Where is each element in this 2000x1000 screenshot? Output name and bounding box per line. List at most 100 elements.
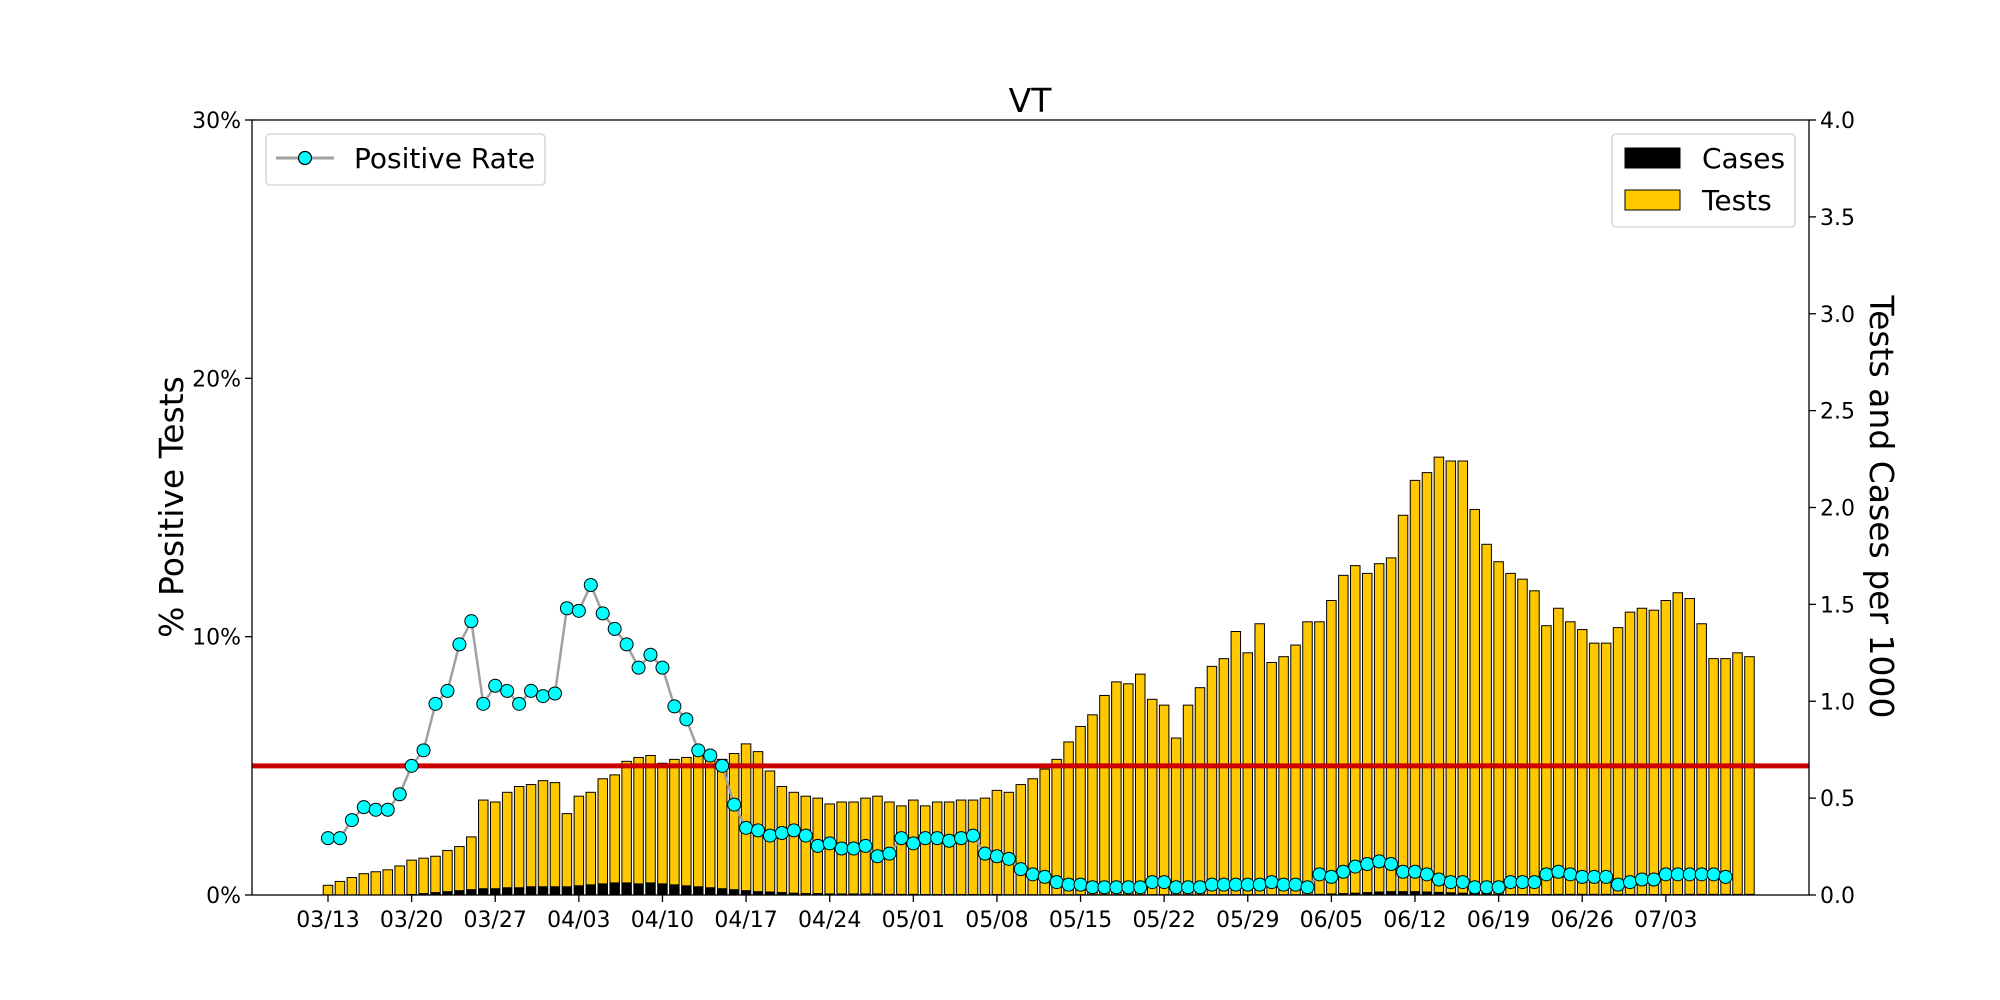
tests-bar: [1350, 565, 1361, 896]
positive-rate-point: [1348, 859, 1363, 874]
tests-bar: [872, 795, 883, 896]
line-layer: [321, 578, 1733, 895]
positive-rate-point: [1718, 869, 1733, 884]
right-tick-label: 3.0: [1820, 303, 1855, 328]
x-tick-label: 05/15: [1049, 908, 1112, 933]
positive-rate-point: [1300, 880, 1315, 895]
positive-rate-point: [1276, 877, 1291, 892]
x-tick-label: 04/24: [798, 908, 861, 933]
cases-bar: [478, 888, 489, 895]
positive-rate-point: [1419, 867, 1434, 882]
tests-bar: [1469, 508, 1480, 896]
right-tick-label: 0.0: [1820, 884, 1855, 909]
positive-rate-point: [954, 831, 969, 846]
positive-rate-point: [321, 831, 335, 846]
tests-bar: [1421, 472, 1433, 896]
tests-bar: [1445, 460, 1457, 896]
cases-bar: [633, 883, 644, 896]
positive-rate-point: [989, 849, 1004, 864]
positive-rate-point: [1025, 867, 1040, 882]
positive-rate-point: [404, 758, 419, 773]
legend-label-tests: Tests: [1701, 184, 1772, 217]
positive-rate-point: [1360, 857, 1375, 871]
tests-bar: [776, 786, 788, 896]
cases-bar: [872, 893, 883, 895]
tests-bar: [442, 849, 453, 896]
positive-rate-point: [1623, 875, 1638, 890]
tests-bar: [1003, 791, 1015, 896]
tests-bar: [573, 795, 585, 896]
legend-left: Positive Rate: [265, 133, 546, 186]
tests-bar: [1636, 607, 1648, 896]
x-tick-label: 07/03: [1634, 908, 1697, 933]
tests-bar: [322, 884, 334, 896]
tests-bar: [585, 791, 597, 896]
tests-bar: [1696, 623, 1707, 896]
cases-bar: [705, 887, 715, 895]
cases-bar: [765, 891, 775, 895]
tests-bar: [549, 782, 561, 896]
tests-bar: [1075, 725, 1086, 896]
tests-bar: [669, 758, 680, 896]
tests-bar: [1146, 698, 1158, 896]
positive-rate-point: [822, 836, 837, 851]
positive-rate-point: [1001, 851, 1016, 866]
tests-bar: [454, 846, 465, 896]
cases-bar: [597, 883, 608, 896]
tests-bar: [1194, 687, 1206, 896]
positive-rate-point: [1563, 867, 1578, 882]
cases-bar: [693, 886, 704, 895]
positive-rate-point: [1264, 875, 1279, 890]
positive-rate-point: [966, 828, 981, 843]
x-tick-label: 04/17: [714, 908, 777, 933]
tests-bar: [489, 801, 501, 896]
cases-bar: [562, 886, 572, 895]
cases-bar: [538, 886, 548, 895]
tests-bar: [1732, 652, 1743, 896]
cases-bar: [1410, 891, 1420, 896]
positive-rate-point: [751, 823, 766, 838]
tests-bar: [1254, 623, 1265, 896]
positive-rate-point: [1336, 864, 1351, 879]
tests-bar: [1409, 479, 1421, 896]
tests-bar: [382, 869, 393, 896]
cases-bar: [1434, 891, 1444, 895]
positive-rate-point: [870, 849, 885, 864]
positive-rate-point: [846, 841, 861, 856]
cases-bar: [669, 884, 680, 895]
tests-bar: [1541, 625, 1552, 896]
positive-rate-point: [727, 797, 742, 812]
tests-bar: [1373, 563, 1385, 896]
cases-bar: [502, 887, 512, 895]
positive-rate-point: [619, 637, 634, 652]
positive-rate-point: [1037, 869, 1052, 884]
cases-bar: [789, 892, 799, 895]
cases-bar: [466, 889, 477, 895]
left-axis-label: % Positive Tests: [152, 376, 191, 638]
cases-bar: [430, 892, 441, 895]
tests-bar: [991, 789, 1003, 896]
cases-bar: [490, 888, 500, 895]
positive-rate-point: [715, 758, 730, 773]
x-tick-label: 04/10: [631, 908, 694, 933]
tests-bar: [1588, 642, 1600, 896]
tests-bar: [1206, 665, 1218, 896]
positive-rate-point: [1575, 869, 1590, 884]
positive-rate-point: [1515, 875, 1530, 890]
tests-bar: [406, 859, 417, 896]
cases-bar: [1374, 891, 1384, 895]
cases-bar: [621, 882, 632, 895]
positive-rate-point: [1455, 875, 1470, 890]
positive-rate-point: [1646, 872, 1661, 887]
cases-bar: [1386, 891, 1396, 896]
positive-rate-point: [416, 743, 431, 758]
left-tick-label: 30%: [192, 109, 241, 134]
positive-rate-point: [906, 836, 921, 851]
cases-bar: [1446, 892, 1456, 895]
tests-bar: [1158, 704, 1170, 896]
cases-bar: [753, 891, 763, 896]
positive-rate-point: [1109, 880, 1124, 895]
tests-bar: [1600, 642, 1612, 896]
tests-bar: [513, 786, 525, 896]
legend-tests-swatch: [1624, 189, 1681, 211]
